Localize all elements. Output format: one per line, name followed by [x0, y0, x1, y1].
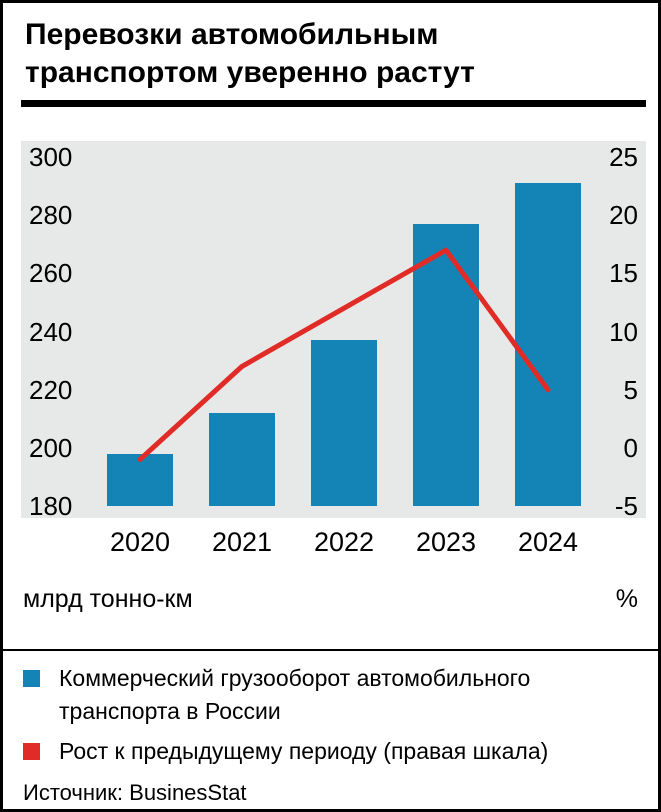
left-axis-tick-260: 260 — [29, 258, 73, 289]
x-axis-label-2023: 2023 — [415, 527, 477, 557]
bar-2024 — [515, 183, 581, 506]
legend: Коммерческий грузооборот автомобильного … — [23, 662, 646, 768]
plot-area: 300 280 260 240 220 200 180 25 20 15 10 5 0 -5 — [21, 141, 646, 521]
bar-2022 — [311, 340, 377, 506]
right-axis-tick-20: 20 — [609, 200, 638, 231]
bar-2021 — [209, 412, 275, 506]
legend-divider — [3, 649, 658, 651]
x-axis: 2020 2021 2022 2023 2024 — [21, 527, 646, 559]
right-axis-tick--5: -5 — [614, 491, 638, 521]
left-axis-tick-220: 220 — [29, 374, 73, 405]
legend-label-freight: Коммерческий грузооборот автомобильного … — [59, 665, 531, 724]
x-axis-label-2021: 2021 — [211, 527, 273, 557]
page-title: Перевозки автомобильным транспортом увер… — [25, 16, 565, 92]
left-axis-tick-180: 180 — [29, 491, 73, 521]
growth-line — [137, 247, 551, 462]
source-text: Источник: BusinesStat — [23, 780, 247, 805]
right-axis-tick-25: 25 — [609, 142, 638, 172]
left-axis-unit-label: млрд тонно-км — [23, 585, 193, 613]
left-axis-tick-300: 300 — [29, 142, 73, 172]
legend-item-freight: Коммерческий грузооборот автомобильного … — [23, 662, 646, 728]
right-axis-tick-0: 0 — [623, 432, 638, 463]
left-axis-tick-280: 280 — [29, 200, 73, 231]
left-axis-tick-200: 200 — [29, 432, 73, 463]
page-title-line2: транспортом уверенно растут — [25, 56, 475, 89]
legend-swatch-bars — [23, 670, 40, 687]
growth-line-layer — [137, 247, 551, 462]
legend-item-growth: Рост к предыдущему периоду (правая шкала… — [23, 735, 646, 768]
legend-swatch-line — [23, 743, 40, 760]
page-title-line1: Перевозки автомобильным — [25, 18, 439, 51]
x-axis-label-2022: 2022 — [313, 527, 375, 557]
right-axis-tick-10: 10 — [609, 316, 638, 347]
right-axis-tick-15: 15 — [609, 258, 638, 289]
x-axis-label-2020: 2020 — [109, 527, 171, 557]
title-divider-rule — [21, 100, 646, 107]
right-axis-tick-5: 5 — [623, 374, 638, 405]
bar-2023 — [413, 223, 479, 506]
x-axis-label-2024: 2024 — [517, 527, 579, 557]
right-axis-unit-label: % — [615, 585, 638, 613]
legend-and-source: Коммерческий грузооборот автомобильного … — [23, 662, 646, 806]
left-axis-tick-240: 240 — [29, 316, 73, 347]
legend-label-growth: Рост к предыдущему периоду (правая шкала… — [59, 738, 549, 764]
bar-2020 — [107, 453, 173, 506]
